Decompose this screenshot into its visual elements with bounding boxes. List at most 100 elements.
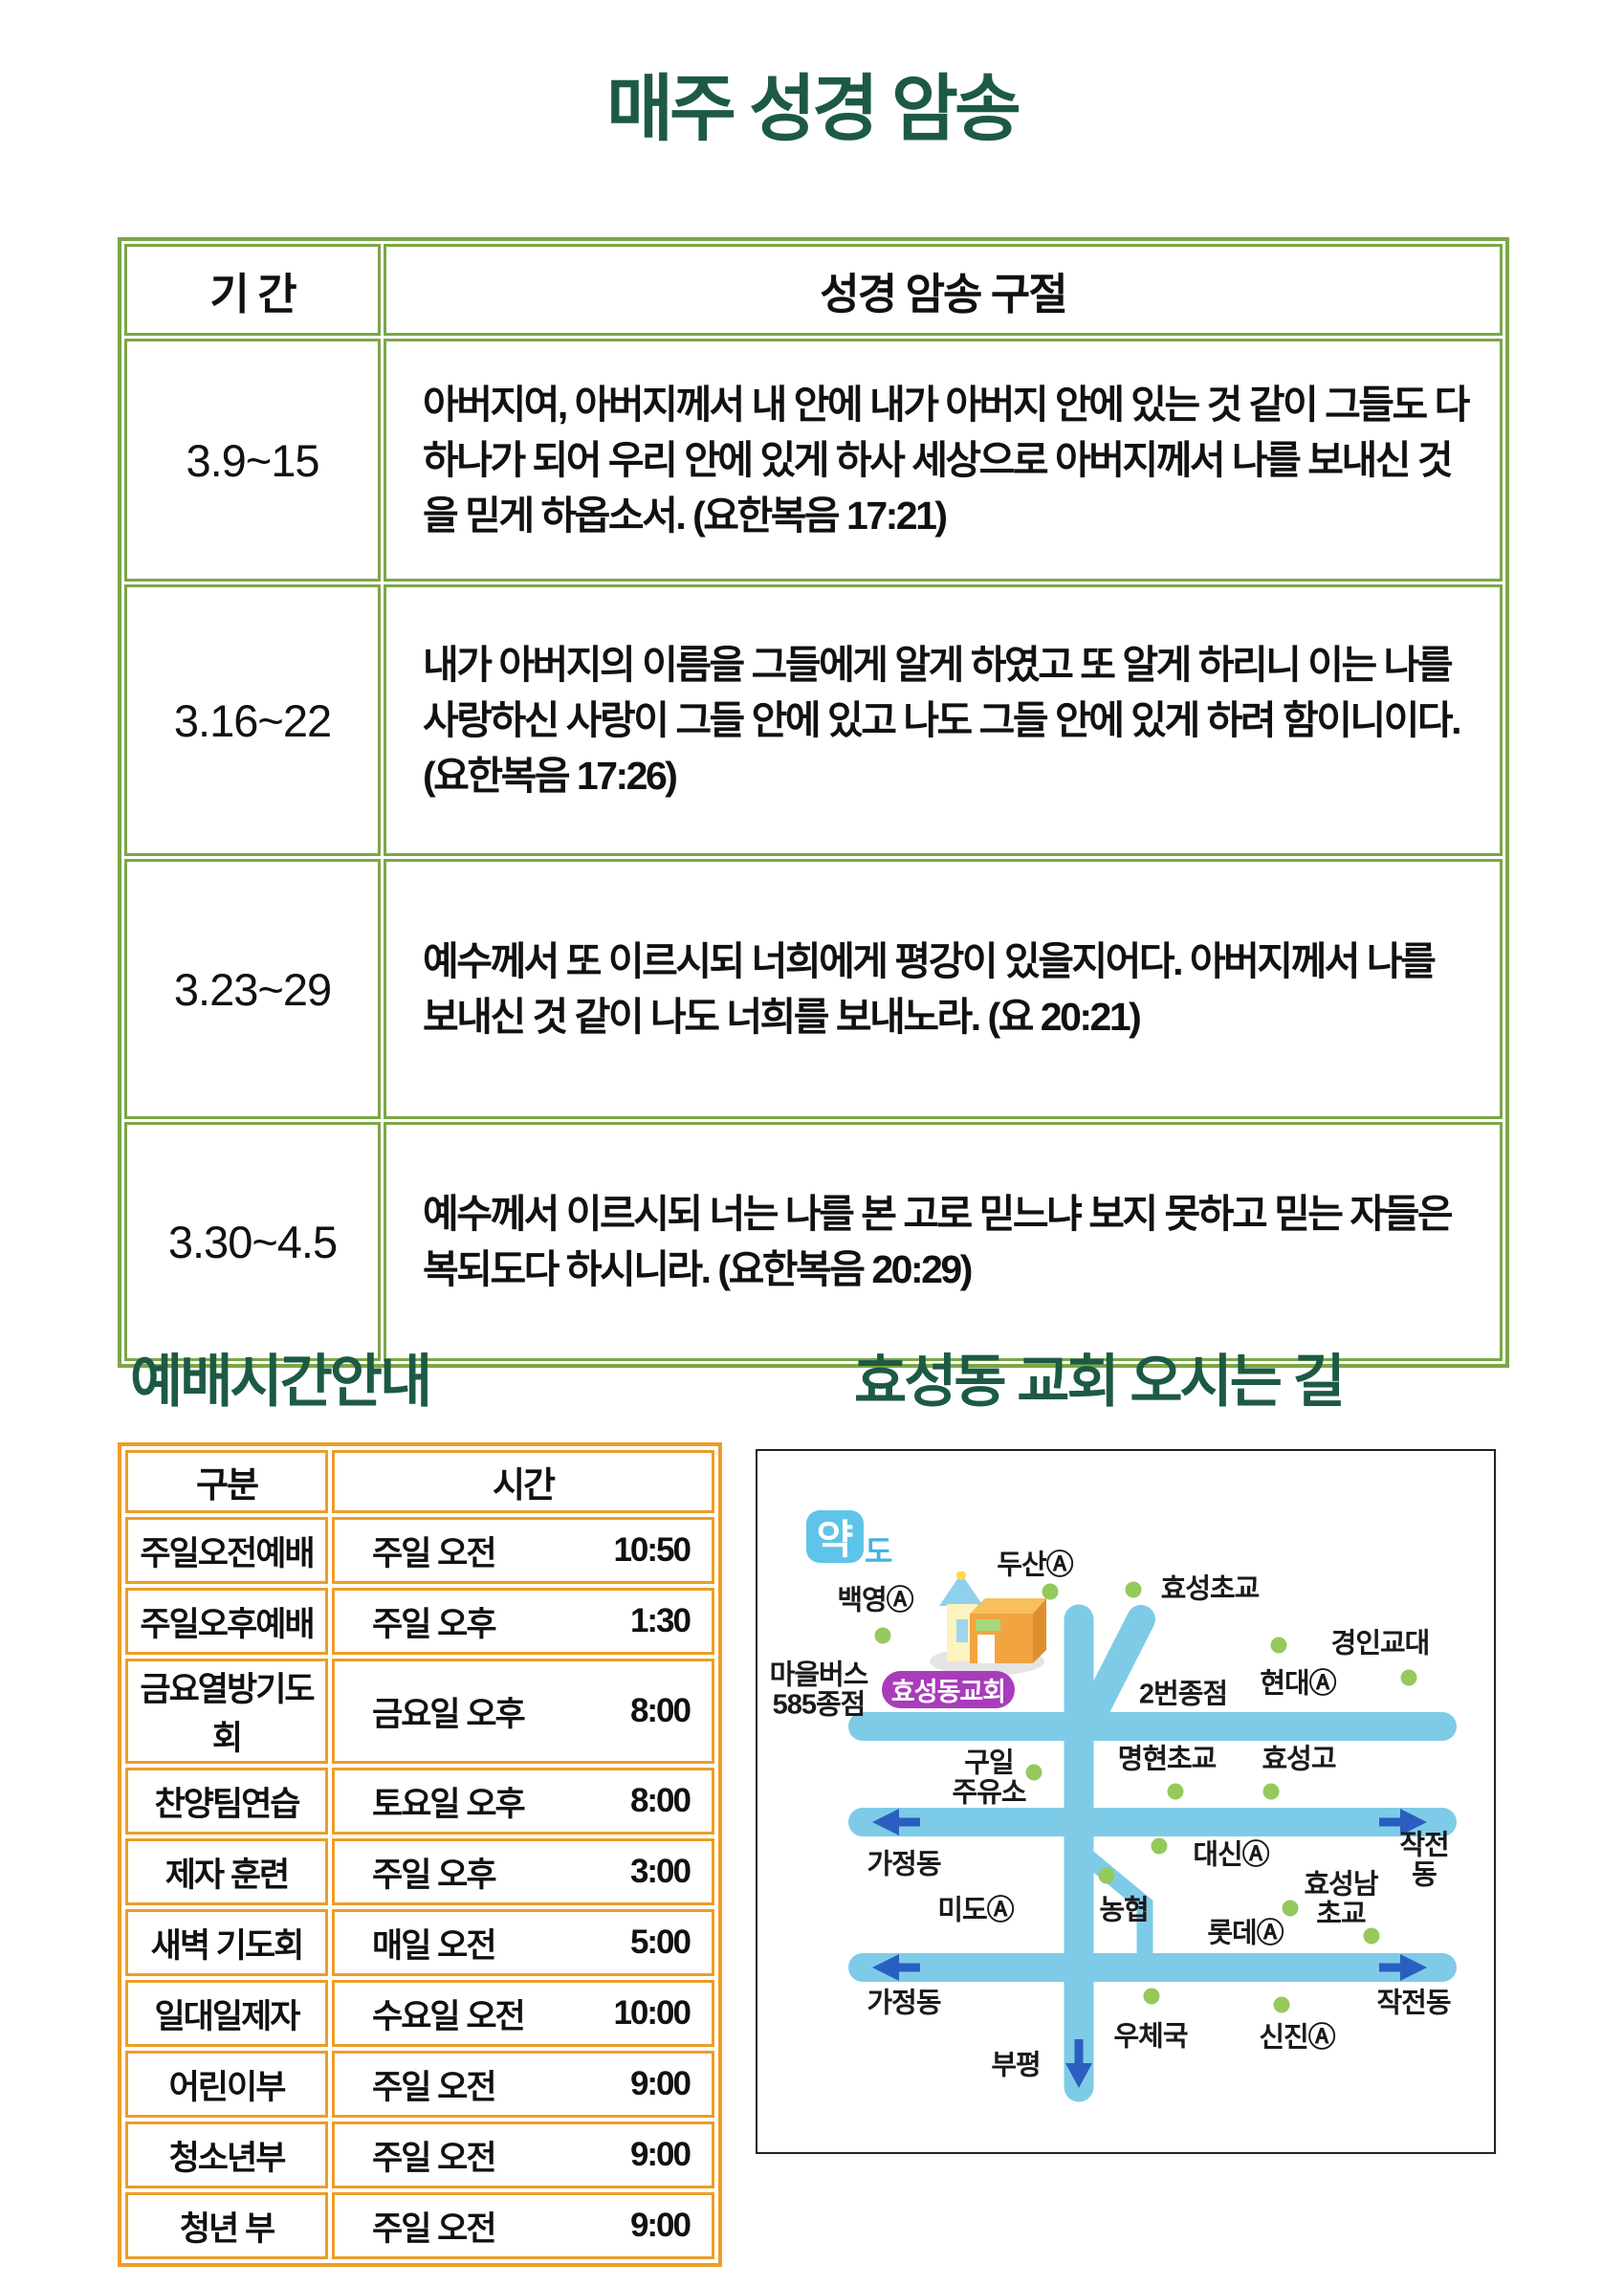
- service-day: 수요일 오전: [372, 1997, 526, 2035]
- time-column-header: 시간: [332, 1450, 714, 1513]
- table-row: 청소년부 주일 오전 9:00: [125, 2121, 714, 2188]
- service-name: 주일오전예배: [125, 1517, 328, 1584]
- map-landmark-dot: [1151, 1837, 1168, 1855]
- service-clock: 5:00: [629, 1923, 691, 1961]
- service-name: 새벽 기도회: [125, 1909, 328, 1976]
- table-row: 일대일제자 수요일 오전 10:00: [125, 1980, 714, 2047]
- service-name: 청년 부: [125, 2192, 328, 2259]
- service-name: 찬양팀연습: [125, 1768, 328, 1835]
- table-row: 제자 훈련 주일 오후 3:00: [125, 1838, 714, 1905]
- service-clock: 1:30: [629, 1602, 691, 1639]
- table-row: 찬양팀연습 토요일 오후 8:00: [125, 1768, 714, 1835]
- worship-section-title: 예배시간안내: [130, 1350, 432, 1414]
- map-landmark-dot: [1167, 1783, 1184, 1800]
- period-cell: 3.30~4.5: [124, 1122, 381, 1361]
- map-label: 가정동: [867, 1849, 941, 1880]
- service-time-cell: 토요일 오후 8:00: [332, 1768, 714, 1835]
- map-label: 효성남 초교: [1304, 1869, 1378, 1930]
- map-landmark-dot: [1282, 1900, 1299, 1917]
- service-clock: 9:00: [629, 2207, 691, 2244]
- map-landmark-dot: [1273, 1996, 1290, 2013]
- category-column-header: 구분: [125, 1450, 328, 1513]
- service-day: 금요일 오후: [372, 1695, 526, 1733]
- map-label: 두산Ⓐ: [997, 1550, 1073, 1581]
- verse-column-header: 성경 암송 구절: [384, 244, 1503, 336]
- map-label: 대신Ⓐ: [1193, 1839, 1269, 1871]
- map-label: 현대Ⓐ: [1260, 1668, 1336, 1700]
- service-clock: 8:00: [629, 1782, 691, 1819]
- table-row: 3.9~15 아버지여, 아버지께서 내 안에 내가 아버지 안에 있는 것 같…: [124, 339, 1503, 582]
- service-time-cell: 금요일 오후 8:00: [332, 1659, 714, 1764]
- period-cell: 3.16~22: [124, 584, 381, 856]
- map-label: 작전동: [1399, 1830, 1449, 1891]
- map-legend-badge: 약: [806, 1510, 864, 1563]
- service-time-cell: 주일 오전 10:50: [332, 1517, 714, 1584]
- service-time-cell: 주일 오전 9:00: [332, 2192, 714, 2259]
- service-day: 주일 오후: [372, 1856, 497, 1894]
- service-clock: 9:00: [629, 2065, 691, 2102]
- map-label: 경인교대: [1330, 1628, 1431, 1660]
- map-label: 우체국: [1113, 2021, 1188, 2053]
- service-time-cell: 주일 오후 3:00: [332, 1838, 714, 1905]
- period-cell: 3.23~29: [124, 859, 381, 1119]
- map-label: 신진Ⓐ: [1259, 2022, 1335, 2054]
- service-day: 매일 오전: [372, 1926, 497, 1965]
- service-day: 주일 오전: [372, 2068, 497, 2106]
- period-column-header: 기 간: [124, 244, 381, 336]
- verse-cell: 예수께서 이르시되 너는 나를 본 고로 믿느냐 보지 못하고 믿는 자들은 복…: [384, 1122, 1503, 1361]
- service-day: 토요일 오후: [372, 1785, 526, 1823]
- service-name: 주일오후예배: [125, 1588, 328, 1655]
- service-time-cell: 매일 오전 5:00: [332, 1909, 714, 1976]
- service-clock: 8:00: [629, 1692, 691, 1729]
- service-day: 주일 오후: [372, 1605, 497, 1643]
- page-title: 매주 성경 암송: [606, 69, 1021, 150]
- verse-cell: 아버지여, 아버지께서 내 안에 내가 아버지 안에 있는 것 같이 그들도 다…: [384, 339, 1503, 582]
- map-label: 부평: [991, 2050, 1041, 2081]
- church-icon: [930, 1572, 1046, 1676]
- map-label: 2번종점: [1138, 1679, 1228, 1710]
- map-label: 효성고: [1262, 1744, 1336, 1775]
- service-day: 주일 오전: [372, 2139, 497, 2177]
- table-row: 청년 부 주일 오전 9:00: [125, 2192, 714, 2259]
- map-landmark-dot: [1270, 1637, 1287, 1654]
- table-header-row: 기 간 성경 암송 구절: [124, 244, 1503, 336]
- map-legend-suffix: 도: [865, 1534, 893, 1569]
- table-row: 금요열방기도회 금요일 오후 8:00: [125, 1659, 714, 1764]
- route-map: 약 도 효성동교회 두산Ⓐ 효성초교 백영Ⓐ 경인교대 마을버스 585종점 2번종점 현대…: [756, 1449, 1496, 2154]
- service-time-cell: 주일 오전 9:00: [332, 2121, 714, 2188]
- church-name-badge: 효성동교회: [882, 1671, 1015, 1708]
- map-landmark-dot: [874, 1627, 891, 1644]
- service-clock: 9:00: [629, 2136, 691, 2173]
- service-clock: 10:50: [613, 1531, 691, 1569]
- memorization-table: 기 간 성경 암송 구절 3.9~15 아버지여, 아버지께서 내 안에 내가 …: [118, 237, 1509, 1368]
- map-label: 미도Ⓐ: [937, 1895, 1014, 1926]
- map-landmark-dot: [1400, 1669, 1417, 1686]
- map-label: 롯데Ⓐ: [1207, 1918, 1284, 1949]
- map-label: 백영Ⓐ: [837, 1585, 913, 1616]
- map-landmark-dot: [1363, 1927, 1380, 1945]
- service-time-cell: 주일 오전 9:00: [332, 2051, 714, 2118]
- map-landmark-dot: [1098, 1867, 1115, 1884]
- map-landmark-dot: [1262, 1783, 1280, 1800]
- table-row: 어린이부 주일 오전 9:00: [125, 2051, 714, 2118]
- worship-time-table: 구분 시간 주일오전예배 주일 오전 10:50 주일오후예배 주일 오후 1:…: [118, 1442, 722, 2267]
- service-name: 일대일제자: [125, 1980, 328, 2047]
- service-name: 어린이부: [125, 2051, 328, 2118]
- verse-cell: 예수께서 또 이르시되 너희에게 평강이 있을지어다. 아버지께서 나를 보내신…: [384, 859, 1503, 1119]
- verse-cell: 내가 아버지의 이름을 그들에게 알게 하였고 또 알게 하리니 이는 나를 사…: [384, 584, 1503, 856]
- table-row: 새벽 기도회 매일 오전 5:00: [125, 1909, 714, 1976]
- direction-arrows: [872, 1809, 1427, 2088]
- table-row: 3.30~4.5 예수께서 이르시되 너는 나를 본 고로 믿느냐 보지 못하고…: [124, 1122, 1503, 1361]
- map-label: 명현초교: [1117, 1744, 1218, 1775]
- service-name: 제자 훈련: [125, 1838, 328, 1905]
- service-day: 주일 오전: [372, 2209, 497, 2248]
- map-label: 효성초교: [1160, 1573, 1261, 1605]
- table-row: 주일오전예배 주일 오전 10:50: [125, 1517, 714, 1584]
- service-day: 주일 오전: [372, 1534, 497, 1572]
- table-row: 3.16~22 내가 아버지의 이름을 그들에게 알게 하였고 또 알게 하리니…: [124, 584, 1503, 856]
- service-time-cell: 수요일 오전 10:00: [332, 1980, 714, 2047]
- map-section-title: 효성동 교회 오시는 길: [854, 1350, 1346, 1414]
- map-label: 작전동: [1376, 1988, 1451, 2019]
- service-name: 금요열방기도회: [125, 1659, 328, 1764]
- map-label: 농협: [1099, 1895, 1149, 1926]
